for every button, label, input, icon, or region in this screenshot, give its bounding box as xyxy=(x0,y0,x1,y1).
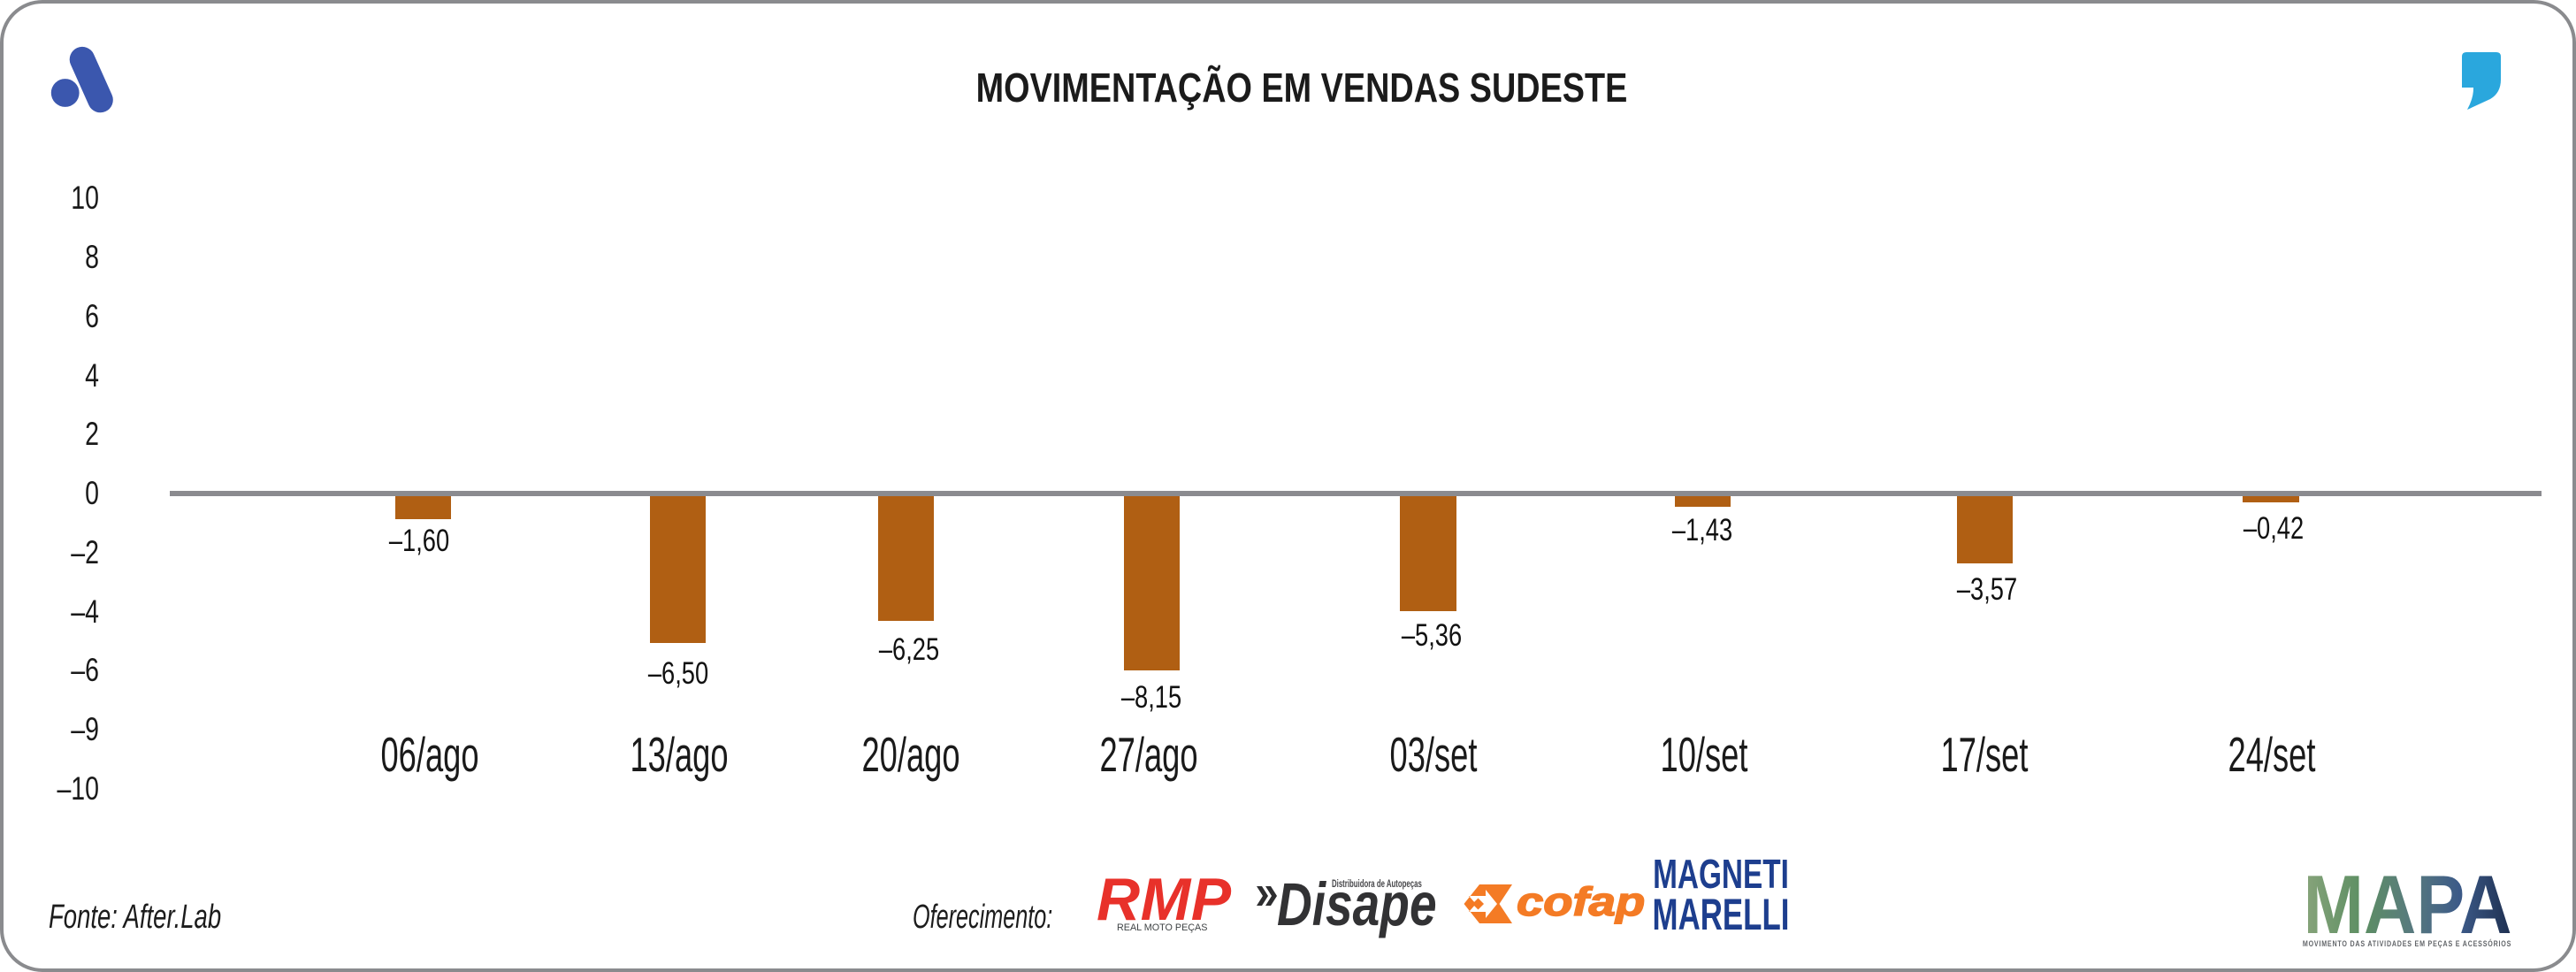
svg-text:MAPA: MAPA xyxy=(2304,871,2512,938)
